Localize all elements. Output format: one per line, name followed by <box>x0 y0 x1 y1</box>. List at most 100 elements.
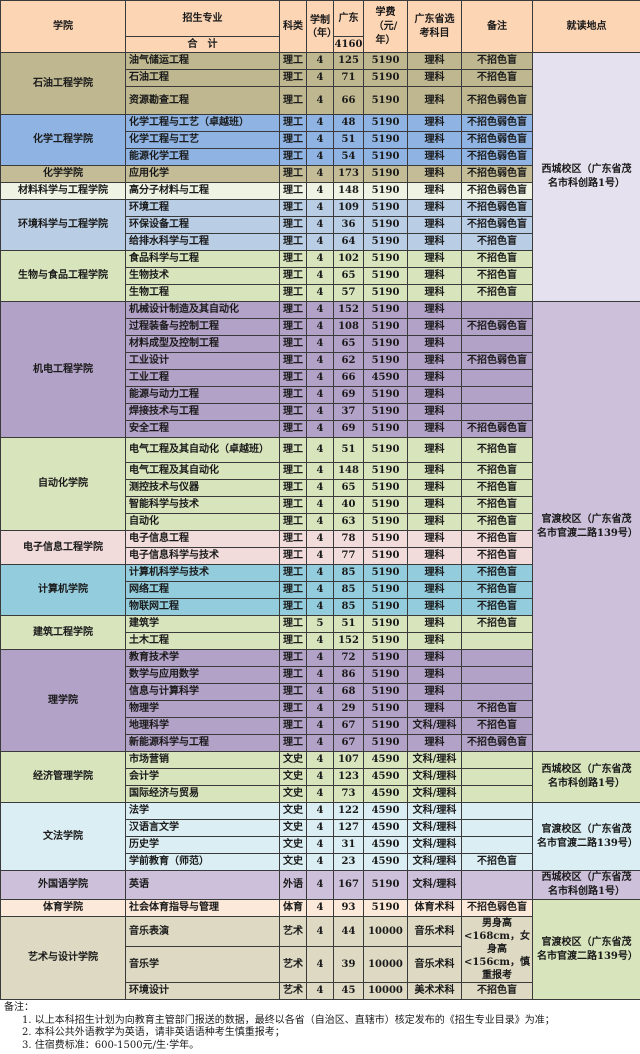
years-cell: 4 <box>307 718 334 735</box>
fee-cell: 4590 <box>364 820 408 837</box>
years-cell: 4 <box>307 667 334 684</box>
years-cell: 4 <box>307 599 334 616</box>
type-cell: 理工 <box>280 735 307 752</box>
major-cell: 工业设计 <box>126 353 280 370</box>
count-cell: 66 <box>334 87 364 115</box>
years-cell: 4 <box>307 268 334 285</box>
note-cell: 不招色弱色盲 <box>462 115 533 132</box>
note-cell <box>462 871 533 900</box>
type-cell: 理工 <box>280 149 307 166</box>
header-guangdong: 广东 <box>334 1 364 37</box>
fee-cell: 5190 <box>364 684 408 701</box>
subject-cell: 理科 <box>408 650 462 667</box>
count-cell: 127 <box>334 820 364 837</box>
fee-cell: 5190 <box>364 319 408 336</box>
count-cell: 45 <box>334 983 364 1000</box>
subject-cell: 理科 <box>408 53 462 70</box>
major-cell: 环保设备工程 <box>126 217 280 234</box>
type-cell: 理工 <box>280 319 307 336</box>
count-cell: 108 <box>334 319 364 336</box>
fee-cell: 5190 <box>364 497 408 514</box>
college-name: 文法学院 <box>1 803 126 871</box>
note-cell: 不招色盲 <box>462 718 533 735</box>
years-cell: 4 <box>307 917 334 947</box>
major-cell: 电气工程及其自动化（卓越班） <box>126 438 280 463</box>
years-cell: 4 <box>307 336 334 353</box>
fee-cell: 4590 <box>364 786 408 803</box>
note-cell: 不招色盲 <box>462 497 533 514</box>
major-cell: 生物工程 <box>126 285 280 302</box>
college-name: 自动化学院 <box>1 438 126 531</box>
years-cell: 4 <box>307 319 334 336</box>
count-cell: 67 <box>334 735 364 752</box>
years-cell: 4 <box>307 302 334 319</box>
fee-cell: 5190 <box>364 387 408 404</box>
years-cell: 4 <box>307 854 334 871</box>
major-cell: 智能科学与技术 <box>126 497 280 514</box>
years-cell: 4 <box>307 463 334 480</box>
fee-cell: 5190 <box>364 565 408 582</box>
note-cell: 不招色盲 <box>462 531 533 548</box>
header-years: 学制（年） <box>307 1 334 53</box>
fee-cell: 5190 <box>364 718 408 735</box>
note-cell: 不招色盲 <box>462 548 533 565</box>
note-cell: 不招色盲 <box>462 701 533 718</box>
campus-location: 西城校区（广东省茂名市科创路1号） <box>533 871 640 900</box>
type-cell: 理工 <box>280 718 307 735</box>
note-item-3: 3. 住宿费标准：600-1500元/生·学年。 <box>4 1040 636 1053</box>
type-cell: 理工 <box>280 497 307 514</box>
type-cell: 理工 <box>280 132 307 149</box>
major-cell: 环境设计 <box>126 983 280 1000</box>
major-cell: 汉语言文学 <box>126 820 280 837</box>
note-cell: 不招色盲 <box>462 480 533 497</box>
note-cell: 不招色弱色盲 <box>462 166 533 183</box>
fee-cell: 5190 <box>364 166 408 183</box>
fee-cell: 5190 <box>364 217 408 234</box>
years-cell: 4 <box>307 132 334 149</box>
fee-cell: 5190 <box>364 735 408 752</box>
subject-cell: 理科 <box>408 497 462 514</box>
note-cell: 不招色盲 <box>462 582 533 599</box>
type-cell: 理工 <box>280 463 307 480</box>
subject-cell: 文科/理科 <box>408 786 462 803</box>
count-cell: 67 <box>334 718 364 735</box>
major-cell: 数学与应用数学 <box>126 667 280 684</box>
years-cell: 4 <box>307 531 334 548</box>
fee-cell: 10000 <box>364 983 408 1000</box>
major-cell: 会计学 <box>126 769 280 786</box>
count-cell: 31 <box>334 837 364 854</box>
type-cell: 理工 <box>280 285 307 302</box>
type-cell: 理工 <box>280 531 307 548</box>
years-cell: 4 <box>307 404 334 421</box>
years-cell: 4 <box>307 438 334 463</box>
college-name: 建筑工程学院 <box>1 616 126 650</box>
fee-cell: 4590 <box>364 854 408 871</box>
count-cell: 62 <box>334 353 364 370</box>
years-cell: 4 <box>307 582 334 599</box>
count-cell: 72 <box>334 650 364 667</box>
fee-cell: 5190 <box>364 480 408 497</box>
note-cell <box>462 387 533 404</box>
count-cell: 86 <box>334 667 364 684</box>
college-name: 外国语学院 <box>1 871 126 900</box>
count-cell: 44 <box>334 917 364 947</box>
note-item-1: 1. 以上本科招生计划为向教育主管部门报送的数据，最终以各省（自治区、直辖市）核… <box>4 1015 636 1028</box>
note-cell: 不招色弱色盲 <box>462 132 533 149</box>
college-name: 材料科学与工程学院 <box>1 183 126 200</box>
fee-cell: 5190 <box>364 200 408 217</box>
note-cell: 不招色弱色盲 <box>462 421 533 438</box>
major-cell: 安全工程 <box>126 421 280 438</box>
count-cell: 152 <box>334 302 364 319</box>
college-name: 电子信息工程学院 <box>1 531 126 565</box>
type-cell: 理工 <box>280 217 307 234</box>
fee-cell: 5190 <box>364 115 408 132</box>
count-cell: 109 <box>334 200 364 217</box>
count-cell: 51 <box>334 438 364 463</box>
type-cell: 理工 <box>280 251 307 268</box>
major-cell: 环境工程 <box>126 200 280 217</box>
college-name: 机电工程学院 <box>1 302 126 438</box>
fee-cell: 5190 <box>364 531 408 548</box>
count-cell: 173 <box>334 166 364 183</box>
years-cell: 4 <box>307 548 334 565</box>
